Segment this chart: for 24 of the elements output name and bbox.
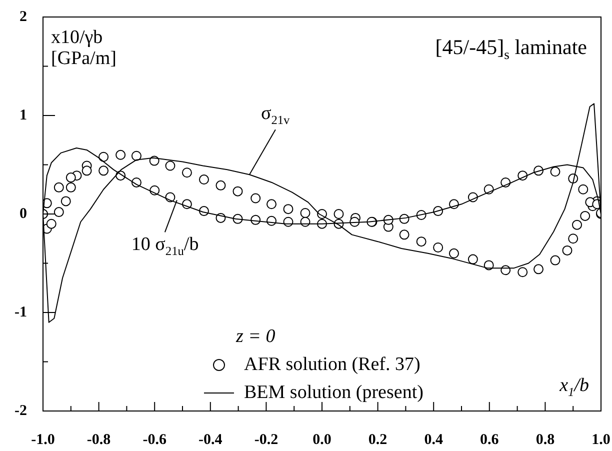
x-axis-title: x$_{1}$/b (560, 375, 589, 400)
y-tick-label: 2 (20, 8, 27, 25)
x-tick-label: -0.2 (254, 432, 278, 448)
x-tick-label: 0.2 (368, 432, 388, 448)
x-tick-label: -0.8 (86, 432, 111, 448)
y-tick-label: 1 (20, 107, 27, 124)
x-tick-label: -0.6 (142, 432, 167, 448)
text: [45/-45]$_{s}$ laminate (435, 35, 587, 64)
x-tick-label: 0.0 (312, 432, 332, 448)
y-tick-label: -1 (14, 304, 27, 320)
annotation: 10 σ$_{21u}$/b (131, 234, 199, 259)
legend-label: BEM solution (present) (244, 382, 424, 403)
x-tick-label: -1.0 (31, 432, 55, 448)
y-axis-title: x10/γb [GPa/m] (51, 27, 118, 69)
x-tick-label: 0.4 (424, 432, 444, 448)
y-tick-label: 0 (20, 206, 27, 222)
legend-label: AFR solution (Ref. 37) (244, 354, 420, 375)
annotation: σ$_{21v}$ (260, 102, 290, 128)
y-tick-label: -2 (14, 402, 27, 419)
x-tick-label: -0.4 (198, 432, 223, 448)
x-tick-label: 0.6 (480, 432, 500, 448)
x-tick-label: 1.0 (592, 432, 610, 448)
legend-title: z = 0 (235, 326, 276, 347)
x-tick-label: 0.8 (536, 432, 555, 448)
